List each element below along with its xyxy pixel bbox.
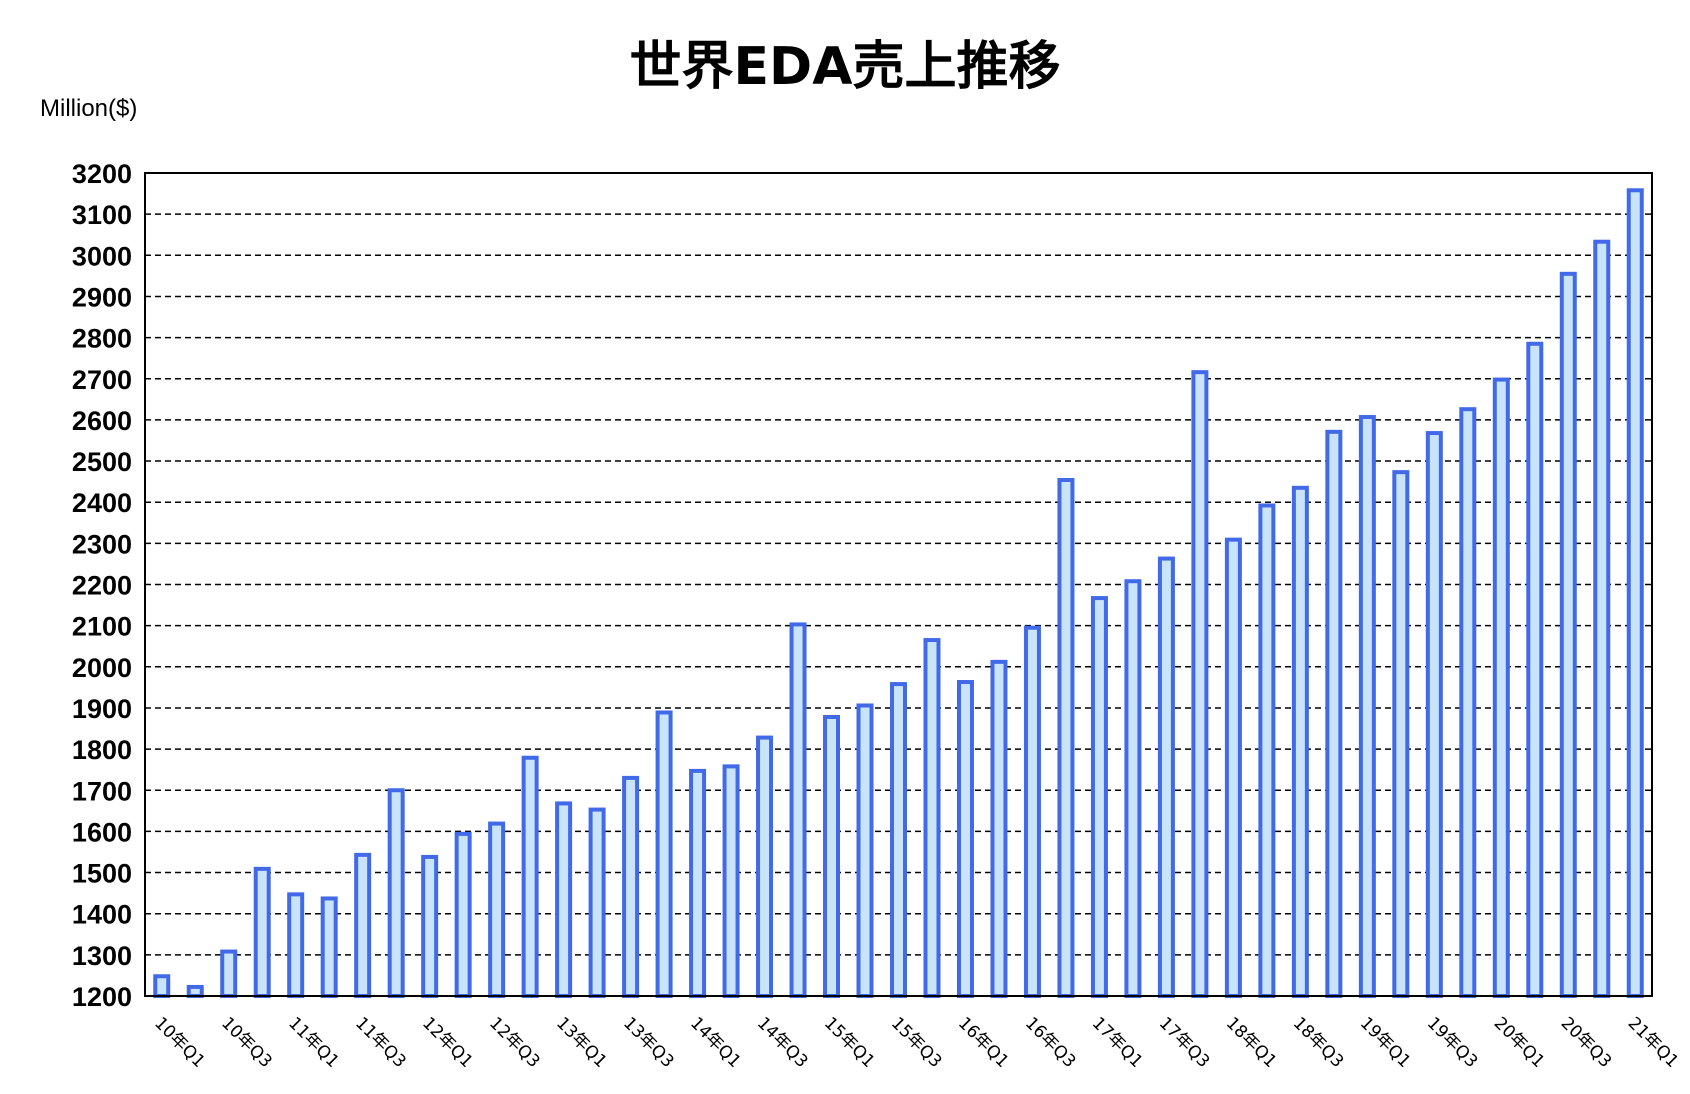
x-tick-label: 13年Q3 (619, 1013, 678, 1072)
chart-title: 世界EDA売上推移 (630, 37, 1061, 97)
x-tick-label: 17年Q1 (1088, 1013, 1147, 1072)
bar (1157, 556, 1175, 998)
y-tick-label: 2200 (72, 571, 132, 601)
bar (153, 974, 171, 998)
y-tick-label: 1900 (72, 694, 132, 724)
x-tick-label: 16年Q3 (1021, 1013, 1080, 1072)
x-tick-label: 20年Q1 (1490, 1013, 1549, 1072)
bar (488, 821, 506, 998)
bar (1124, 579, 1142, 998)
x-tick-label: 14年Q3 (753, 1013, 812, 1072)
y-tick-label: 1200 (72, 982, 132, 1012)
bar (722, 764, 740, 998)
bar (253, 866, 271, 998)
bar (1358, 415, 1376, 999)
gridlines (145, 213, 1652, 956)
bar (588, 807, 606, 999)
plot-frame (144, 172, 1653, 997)
y-tick-label: 1400 (72, 900, 132, 930)
bar (320, 896, 338, 998)
bar (1291, 485, 1309, 998)
y-tick-label: 1700 (72, 776, 132, 806)
y-tick-label: 2700 (72, 365, 132, 395)
x-tick-label: 19年Q3 (1423, 1013, 1482, 1072)
y-tick-label: 2400 (72, 488, 132, 518)
bar (1459, 407, 1477, 998)
x-tick-label: 19年Q1 (1356, 1013, 1415, 1072)
x-tick-label: 12年Q1 (418, 1013, 477, 1072)
x-tick-label: 14年Q1 (686, 1013, 745, 1072)
bar (923, 638, 941, 998)
bar (655, 710, 673, 998)
bar (387, 788, 405, 998)
x-tick-label: 20年Q3 (1557, 1013, 1616, 1072)
bar (1392, 470, 1410, 998)
y-tick-label: 2300 (72, 529, 132, 559)
y-tick-label: 2500 (72, 447, 132, 477)
bar (1090, 596, 1108, 999)
bar (1559, 271, 1577, 998)
bar (789, 622, 807, 999)
x-tick-label: 10年Q3 (217, 1013, 276, 1072)
y-tick-label: 2900 (72, 282, 132, 312)
bar (1325, 429, 1343, 998)
y-tick-label: 2000 (72, 653, 132, 683)
x-tick-label: 11年Q1 (284, 1013, 343, 1072)
bar (1593, 239, 1611, 998)
y-tick-label: 1300 (72, 941, 132, 971)
bar (890, 682, 907, 998)
x-axis-tick-labels: 10年Q1 10年Q3 11年Q1 11年Q3 12年Q1 12年Q3 13年Q1 13年Q3… (150, 1013, 1682, 1072)
x-tick-label: 13年Q1 (552, 1013, 611, 1072)
bar (1258, 503, 1276, 998)
x-tick-label: 15年Q1 (820, 1013, 879, 1072)
bar (1526, 341, 1544, 998)
y-tick-label: 3000 (72, 241, 132, 271)
y-tick-label: 1800 (72, 735, 132, 765)
y-tick-label: 3100 (72, 200, 132, 230)
x-tick-label: 17年Q3 (1155, 1013, 1214, 1072)
x-tick-label: 18年Q3 (1289, 1013, 1348, 1072)
bar (856, 703, 874, 999)
bar (1191, 370, 1209, 998)
x-tick-label: 18年Q1 (1222, 1013, 1281, 1072)
bar (823, 715, 841, 998)
y-tick-label: 1600 (72, 817, 132, 847)
bar (1492, 377, 1510, 998)
bar (220, 949, 238, 998)
y-axis-unit-label: Million($) (40, 95, 137, 122)
bar (689, 768, 707, 998)
bar (521, 755, 539, 999)
y-tick-label: 2800 (72, 324, 132, 354)
bar (287, 892, 305, 998)
bar (454, 831, 472, 999)
y-tick-label: 1500 (72, 859, 132, 889)
bar (354, 852, 372, 999)
y-axis-tick-labels: 1200 1300 1400 1500 1600 1700 1800 1900 2000 2100… (72, 159, 132, 1012)
x-tick-label: 16年Q1 (954, 1013, 1013, 1072)
x-tick-label: 10年Q1 (150, 1013, 209, 1072)
y-tick-label: 3200 (72, 159, 132, 189)
bar (186, 984, 204, 999)
bar (1224, 537, 1242, 998)
bar (1425, 431, 1443, 998)
x-tick-label: 12年Q3 (485, 1013, 544, 1072)
x-tick-label: 11年Q3 (351, 1013, 410, 1072)
bar (622, 775, 640, 999)
bar (1023, 625, 1041, 999)
y-tick-label: 2100 (72, 612, 132, 642)
bar (555, 801, 573, 999)
bar (990, 659, 1008, 998)
bar (1057, 477, 1075, 998)
x-tick-label: 21年Q1 (1624, 1013, 1683, 1072)
x-tick-label: 15年Q3 (887, 1013, 946, 1072)
bar (956, 680, 974, 998)
bars (153, 188, 1644, 999)
y-tick-label: 2600 (72, 406, 132, 436)
bar (421, 854, 439, 999)
bar (756, 735, 774, 998)
bar (1626, 188, 1644, 998)
